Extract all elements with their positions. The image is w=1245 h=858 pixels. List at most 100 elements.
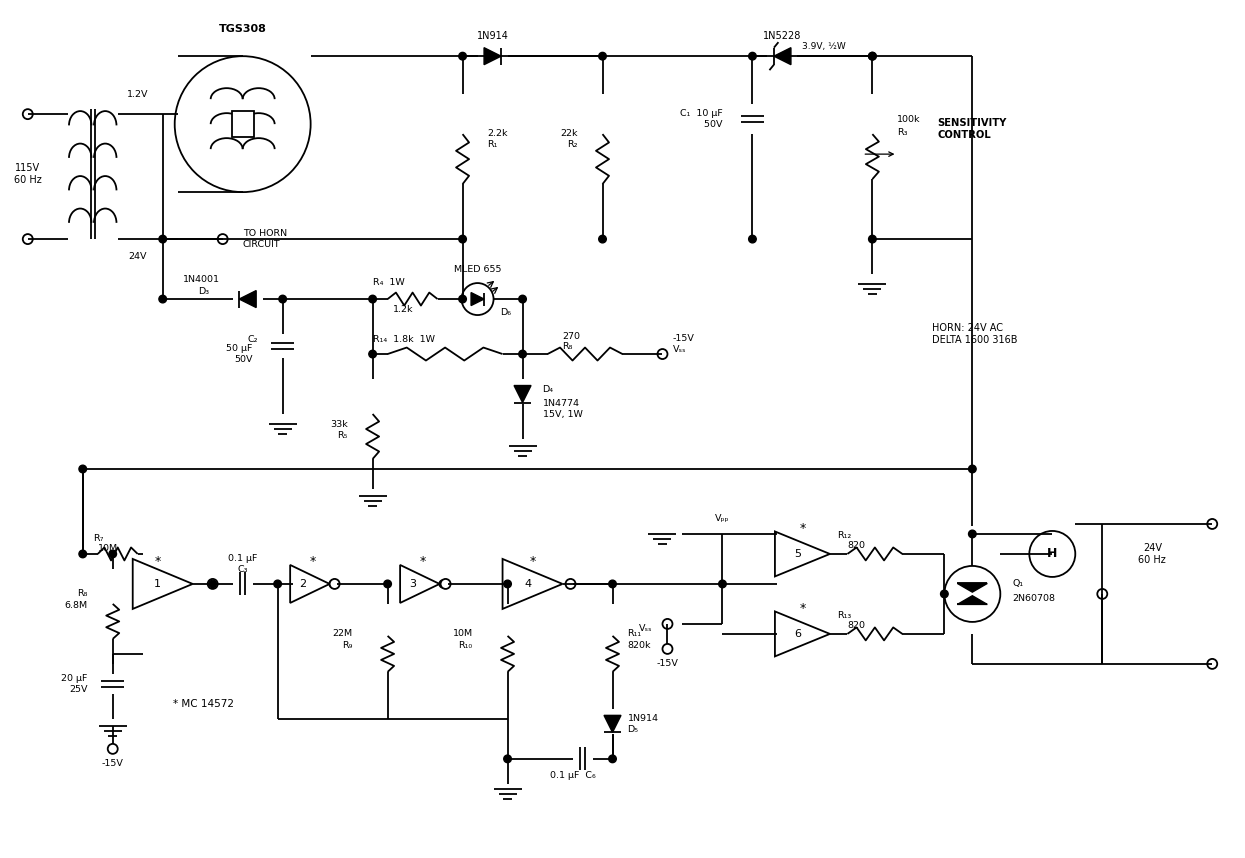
Circle shape [274, 580, 281, 588]
Circle shape [458, 52, 467, 60]
Circle shape [748, 52, 756, 60]
Circle shape [969, 465, 976, 473]
Text: R₈: R₈ [77, 589, 87, 598]
Text: D₆: D₆ [500, 307, 512, 317]
Text: 50 μF
50V: 50 μF 50V [227, 344, 253, 364]
Circle shape [22, 109, 32, 119]
Text: C₁  10 μF
      50V: C₁ 10 μF 50V [680, 110, 722, 129]
Text: 2: 2 [299, 579, 306, 589]
Circle shape [1208, 659, 1218, 669]
Circle shape [22, 234, 32, 244]
Text: H: H [1047, 547, 1057, 560]
Polygon shape [239, 291, 256, 307]
Circle shape [108, 550, 117, 558]
Text: SENSITIVITY
CONTROL: SENSITIVITY CONTROL [937, 118, 1007, 140]
Text: R₁₁: R₁₁ [627, 630, 641, 638]
Text: *: * [529, 555, 535, 569]
Text: MLED 655: MLED 655 [454, 264, 502, 274]
Text: *: * [154, 555, 161, 569]
Circle shape [208, 579, 218, 589]
Text: 3: 3 [410, 579, 416, 589]
Circle shape [330, 579, 340, 589]
Polygon shape [471, 293, 484, 305]
Circle shape [519, 295, 527, 303]
Text: R₇: R₇ [92, 535, 103, 543]
Text: 115V
60 Hz: 115V 60 Hz [14, 163, 41, 185]
Text: 10M: 10M [98, 545, 118, 553]
Circle shape [369, 295, 376, 303]
Text: Vₚₚ: Vₚₚ [715, 515, 730, 523]
Circle shape [78, 550, 87, 558]
Polygon shape [484, 48, 500, 64]
Circle shape [209, 580, 217, 588]
Text: 24V: 24V [128, 251, 147, 261]
Circle shape [662, 644, 672, 654]
Text: TO HORN
CIRCUIT: TO HORN CIRCUIT [243, 229, 286, 249]
Circle shape [969, 530, 976, 538]
Circle shape [279, 295, 286, 303]
Circle shape [330, 580, 337, 588]
Text: D₃: D₃ [198, 287, 209, 295]
Text: TGS308: TGS308 [219, 24, 266, 34]
Polygon shape [514, 385, 532, 402]
Circle shape [383, 580, 391, 588]
Circle shape [869, 52, 876, 60]
Circle shape [458, 295, 467, 303]
Text: 3.9V, ½W: 3.9V, ½W [803, 42, 847, 51]
Circle shape [519, 350, 527, 358]
Text: R₄  1W: R₄ 1W [372, 278, 405, 287]
Circle shape [504, 580, 512, 588]
Circle shape [599, 52, 606, 60]
Text: * MC 14572: * MC 14572 [173, 699, 234, 709]
Text: *: * [310, 555, 316, 569]
Text: 820: 820 [848, 541, 865, 551]
Text: R₁₄  1.8k  1W: R₁₄ 1.8k 1W [372, 335, 435, 343]
Circle shape [441, 579, 451, 589]
Text: 2.2k
R₁: 2.2k R₁ [488, 130, 508, 148]
Text: 0.1 μF
C₃: 0.1 μF C₃ [228, 554, 258, 574]
Text: *: * [799, 523, 806, 535]
Text: C₂: C₂ [248, 335, 258, 343]
Circle shape [657, 349, 667, 359]
Text: -15V: -15V [656, 660, 679, 668]
Circle shape [1097, 589, 1107, 599]
Text: 33k: 33k [330, 420, 347, 428]
Text: 1.2k: 1.2k [392, 305, 413, 313]
Text: R₉: R₉ [342, 642, 352, 650]
Text: 6.8M: 6.8M [65, 601, 87, 610]
Text: 22k
R₂: 22k R₂ [560, 130, 578, 148]
Polygon shape [774, 612, 830, 656]
Circle shape [1030, 531, 1076, 577]
Circle shape [662, 619, 672, 629]
Text: 22M: 22M [332, 630, 352, 638]
Bar [232, 112, 254, 137]
Circle shape [565, 579, 575, 589]
Polygon shape [957, 595, 987, 604]
Polygon shape [503, 559, 563, 609]
Text: 20 μF
25V: 20 μF 25V [61, 674, 87, 693]
Circle shape [609, 580, 616, 588]
Text: 270: 270 [563, 331, 580, 341]
Circle shape [940, 590, 949, 598]
Polygon shape [290, 565, 330, 603]
Circle shape [869, 52, 876, 60]
Circle shape [599, 235, 606, 243]
Text: R₃: R₃ [898, 128, 908, 136]
Text: *: * [799, 602, 806, 615]
Polygon shape [133, 559, 193, 609]
Text: Q₁: Q₁ [1012, 579, 1023, 589]
Circle shape [869, 235, 876, 243]
Circle shape [462, 283, 493, 315]
Text: 1N4001: 1N4001 [183, 275, 219, 283]
Circle shape [159, 235, 167, 243]
Text: -15V: -15V [102, 759, 123, 769]
Text: 1: 1 [154, 579, 161, 589]
Text: 1N914
D₅: 1N914 D₅ [627, 714, 659, 734]
Text: R₅: R₅ [337, 432, 347, 440]
Text: D₄: D₄ [543, 384, 554, 394]
Text: 820k: 820k [627, 642, 651, 650]
Polygon shape [957, 583, 987, 592]
Text: 0.1 μF  C₆: 0.1 μF C₆ [549, 771, 595, 780]
Polygon shape [604, 716, 621, 733]
Text: 2N60708: 2N60708 [1012, 595, 1056, 603]
